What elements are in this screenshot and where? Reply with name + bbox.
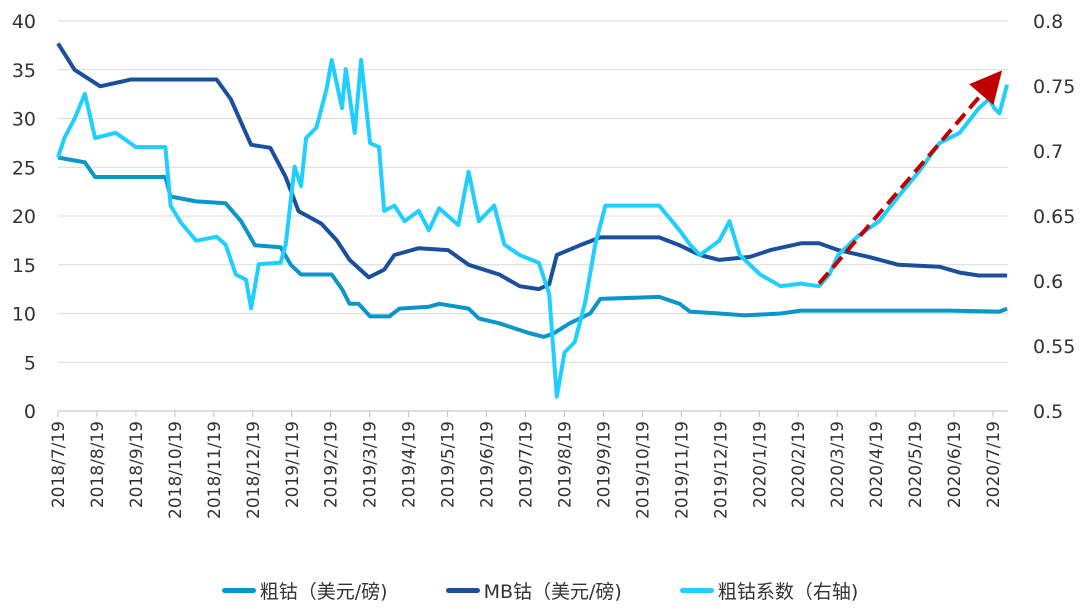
y-right-tick-label: 0.5: [1033, 401, 1063, 423]
y-right-tick-label: 0.55: [1033, 336, 1075, 358]
x-tick-label: 2019/4/19: [400, 421, 420, 508]
x-tick-label: 2018/9/19: [127, 421, 147, 508]
y-left-tick-label: 5: [24, 352, 36, 374]
x-tick-label: 2019/3/19: [361, 421, 381, 508]
trend-arrow: [817, 70, 1003, 285]
x-tick-label: 2019/11/19: [672, 421, 692, 519]
y-right-tick-label: 0.8: [1033, 11, 1063, 33]
y-left-tick-label: 25: [12, 157, 36, 179]
x-tick-label: 2020/4/19: [867, 421, 887, 508]
series-line-0: [57, 155, 1008, 339]
x-tick-label: 2019/7/19: [517, 421, 537, 508]
y-left-tick-label: 30: [12, 109, 36, 131]
y-left-tick-label: 35: [12, 60, 36, 82]
x-tick-label: 2020/7/19: [984, 421, 1004, 508]
x-tick-label: 2020/1/19: [750, 421, 770, 508]
legend-swatch: [221, 587, 256, 593]
x-tick-label: 2020/3/19: [828, 421, 848, 508]
x-tick-label: 2020/2/19: [789, 421, 809, 508]
series-line-1: [56, 42, 1008, 292]
x-tick-label: 2018/12/19: [244, 421, 264, 519]
x-tick-label: 2018/7/19: [49, 421, 69, 508]
y-right-tick-label: 0.75: [1033, 76, 1075, 98]
line-chart: 0 5 10 15 20 25 30 35 40 0.5 0.55 0.6 0.65 0.7 0.75 0.8…: [12, 11, 1076, 519]
legend-label: 粗钴（美元/磅): [259, 580, 388, 603]
y-right-tick-label: 0.7: [1033, 141, 1063, 163]
x-tick-label: 2019/8/19: [555, 421, 575, 508]
y-right-tick-label: 0.65: [1033, 206, 1075, 228]
legend-swatch: [445, 587, 480, 593]
y-left-tick-label: 15: [12, 255, 36, 277]
y-left-tick-label: 40: [12, 11, 36, 33]
y-left-tick-label: 10: [12, 304, 36, 326]
x-tick-label: 2019/5/19: [439, 421, 459, 508]
legend-swatch: [679, 587, 714, 593]
y-left-tick-label: 20: [12, 206, 36, 228]
x-tick-label: 2020/5/19: [906, 421, 926, 508]
x-tick-label: 2019/10/19: [633, 421, 653, 519]
x-tick-label: 2019/9/19: [594, 421, 614, 508]
legend: 粗钴（美元/磅) MB钴（美元/磅) 粗钴系数（右轴): [0, 572, 1080, 608]
x-tick-label: 2019/2/19: [322, 421, 342, 508]
x-tick-label: 2019/6/19: [478, 421, 498, 508]
legend-item-coefficient: 粗钴系数（右轴): [679, 577, 859, 604]
legend-label: 粗钴系数（右轴): [717, 580, 859, 603]
legend-item-mb-cobalt: MB钴（美元/磅): [445, 577, 622, 604]
x-tick-label: 2019/1/19: [283, 421, 303, 508]
x-tick-label: 2018/11/19: [205, 421, 225, 519]
x-tick-label: 2019/12/19: [711, 421, 731, 519]
x-tick-label: 2020/6/19: [945, 421, 965, 508]
legend-label: MB钴（美元/磅): [483, 580, 622, 603]
x-tick-label: 2018/8/19: [88, 421, 108, 508]
legend-item-crude-cobalt: 粗钴（美元/磅): [221, 577, 388, 604]
y-left-tick-label: 0: [24, 401, 36, 423]
y-right-tick-label: 0.6: [1033, 271, 1063, 293]
x-tick-label: 2018/10/19: [166, 421, 186, 519]
